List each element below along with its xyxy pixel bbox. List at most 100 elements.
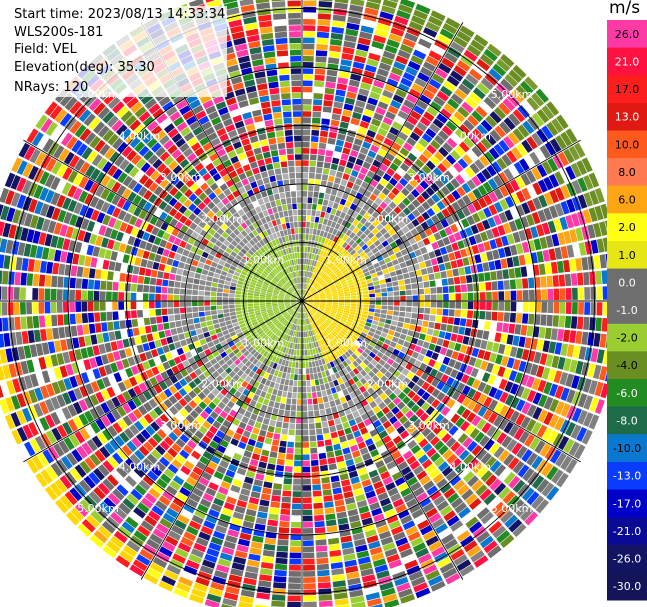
velocity-bin — [445, 437, 457, 448]
velocity-bin — [464, 424, 475, 436]
velocity-bin — [287, 435, 295, 442]
velocity-bin — [253, 301, 260, 304]
velocity-bin — [472, 403, 482, 414]
velocity-bin — [357, 347, 364, 354]
velocity-bin — [302, 123, 311, 130]
velocity-bin — [541, 289, 548, 300]
velocity-bin — [315, 50, 328, 57]
velocity-bin — [330, 374, 337, 381]
velocity-bin — [410, 444, 421, 455]
velocity-bin — [419, 180, 429, 190]
velocity-bin — [315, 334, 320, 341]
velocity-bin — [319, 294, 326, 298]
velocity-bin — [559, 372, 569, 386]
velocity-bin — [324, 402, 330, 409]
velocity-bin — [345, 342, 352, 349]
velocity-bin — [349, 337, 356, 343]
velocity-bin — [526, 375, 535, 388]
velocity-bin — [318, 594, 333, 601]
velocity-bin — [369, 269, 376, 275]
velocity-bin — [372, 159, 381, 168]
velocity-bin — [344, 34, 357, 43]
velocity-bin — [302, 68, 314, 74]
velocity-bin — [373, 174, 382, 183]
velocity-bin — [424, 176, 434, 186]
velocity-bin — [320, 384, 326, 391]
velocity-bin — [453, 111, 466, 123]
velocity-bin — [200, 274, 207, 281]
velocity-bin — [329, 272, 335, 278]
velocity-bin — [463, 49, 478, 62]
velocity-bin — [317, 333, 322, 340]
velocity-bin — [477, 243, 486, 253]
velocity-bin — [317, 582, 331, 589]
velocity-bin — [458, 506, 471, 519]
velocity-bin — [317, 269, 322, 276]
velocity-bin — [343, 344, 350, 351]
velocity-bin — [352, 197, 360, 205]
velocity-bin — [425, 535, 439, 547]
velocity-bin — [317, 311, 323, 315]
velocity-bin — [444, 52, 458, 64]
velocity-bin — [396, 425, 406, 435]
velocity-bin — [408, 570, 424, 581]
velocity-bin — [452, 268, 459, 277]
velocity-bin — [326, 302, 333, 304]
velocity-bin — [307, 303, 313, 307]
velocity-bin — [324, 245, 330, 252]
velocity-bin — [379, 248, 387, 255]
velocity-bin — [382, 327, 389, 334]
velocity-bin — [359, 344, 366, 351]
velocity-bin — [326, 301, 333, 303]
velocity-bin — [508, 220, 518, 232]
velocity-bin — [307, 303, 313, 306]
velocity-bin — [326, 279, 333, 285]
velocity-bin — [444, 226, 453, 236]
velocity-bin — [258, 461, 267, 469]
velocity-bin — [306, 209, 312, 216]
velocity-bin — [445, 120, 458, 132]
velocity-bin — [323, 100, 333, 107]
velocity-bin — [543, 192, 554, 206]
velocity-bin — [394, 301, 400, 306]
velocity-bin — [380, 56, 394, 66]
velocity-bin — [375, 106, 386, 116]
velocity-bin — [526, 390, 537, 403]
velocity-bin — [308, 271, 312, 278]
velocity-bin — [565, 373, 575, 388]
velocity-bin — [487, 497, 501, 510]
velocity-bin — [520, 325, 528, 336]
velocity-bin — [344, 453, 353, 461]
velocity-bin — [351, 334, 358, 341]
velocity-bin — [386, 314, 393, 320]
velocity-bin — [431, 241, 439, 250]
velocity-bin — [170, 266, 178, 274]
velocity-bin — [303, 12, 316, 19]
velocity-bin — [363, 304, 369, 308]
velocity-bin — [498, 171, 509, 184]
velocity-bin — [462, 336, 470, 345]
velocity-bin — [378, 236, 386, 243]
velocity-bin — [436, 33, 452, 46]
velocity-bin — [330, 39, 343, 46]
velocity-bin — [13, 302, 20, 315]
velocity-bin — [392, 315, 399, 321]
velocity-bin — [278, 409, 285, 416]
velocity-bin — [169, 321, 176, 329]
velocity-bin — [555, 135, 567, 150]
velocity-bin — [476, 172, 487, 184]
velocity-bin — [560, 184, 571, 199]
velocity-bin — [356, 291, 363, 295]
velocity-bin — [360, 82, 372, 91]
velocity-bin — [404, 471, 415, 481]
velocity-bin — [549, 189, 560, 204]
velocity-bin — [332, 299, 339, 301]
velocity-bin — [199, 338, 207, 346]
velocity-bin — [351, 211, 359, 219]
velocity-bin — [493, 143, 505, 156]
velocity-bin — [601, 270, 608, 284]
velocity-bin — [484, 151, 495, 163]
velocity-bin — [465, 365, 474, 375]
velocity-bin — [385, 411, 394, 420]
velocity-bin — [267, 463, 276, 471]
